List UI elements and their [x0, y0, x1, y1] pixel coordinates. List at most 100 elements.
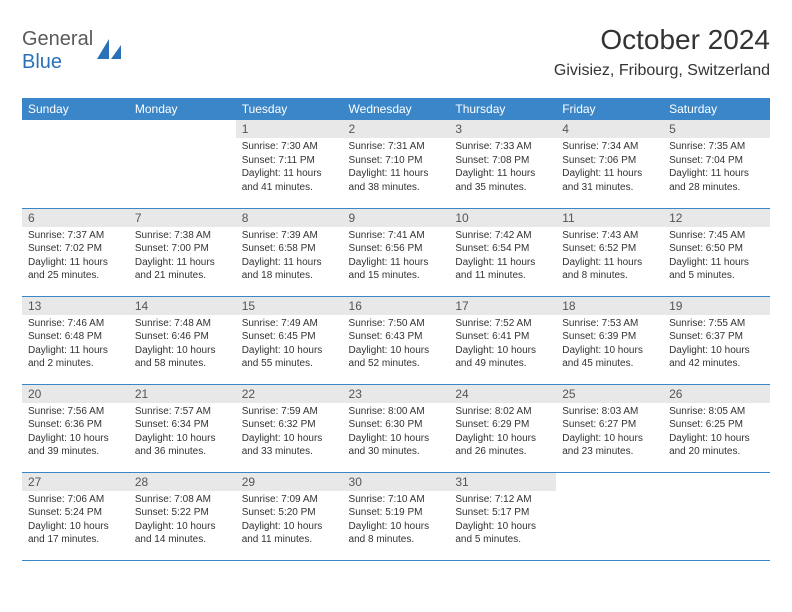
day-number: 15 — [236, 297, 343, 315]
calendar-day-cell: 21Sunrise: 7:57 AMSunset: 6:34 PMDayligh… — [129, 384, 236, 472]
day-number: 24 — [449, 385, 556, 403]
calendar-empty-cell — [663, 472, 770, 560]
day-header: Tuesday — [236, 98, 343, 120]
calendar-day-cell: 7Sunrise: 7:38 AMSunset: 7:00 PMDaylight… — [129, 208, 236, 296]
day-details: Sunrise: 7:50 AMSunset: 6:43 PMDaylight:… — [343, 315, 450, 375]
day-details: Sunrise: 7:59 AMSunset: 6:32 PMDaylight:… — [236, 403, 343, 463]
day-details: Sunrise: 7:48 AMSunset: 6:46 PMDaylight:… — [129, 315, 236, 375]
calendar-day-cell: 9Sunrise: 7:41 AMSunset: 6:56 PMDaylight… — [343, 208, 450, 296]
day-number: 28 — [129, 473, 236, 491]
calendar-day-cell: 12Sunrise: 7:45 AMSunset: 6:50 PMDayligh… — [663, 208, 770, 296]
calendar-day-cell: 29Sunrise: 7:09 AMSunset: 5:20 PMDayligh… — [236, 472, 343, 560]
day-details: Sunrise: 7:37 AMSunset: 7:02 PMDaylight:… — [22, 227, 129, 287]
day-number: 29 — [236, 473, 343, 491]
day-details: Sunrise: 7:42 AMSunset: 6:54 PMDaylight:… — [449, 227, 556, 287]
day-number: 3 — [449, 120, 556, 138]
day-number: 25 — [556, 385, 663, 403]
calendar-week-row: 13Sunrise: 7:46 AMSunset: 6:48 PMDayligh… — [22, 296, 770, 384]
day-number: 31 — [449, 473, 556, 491]
day-header: Friday — [556, 98, 663, 120]
day-details: Sunrise: 7:57 AMSunset: 6:34 PMDaylight:… — [129, 403, 236, 463]
day-details: Sunrise: 7:49 AMSunset: 6:45 PMDaylight:… — [236, 315, 343, 375]
location: Givisiez, Fribourg, Switzerland — [554, 62, 770, 80]
calendar-day-cell: 2Sunrise: 7:31 AMSunset: 7:10 PMDaylight… — [343, 120, 450, 208]
day-header: Monday — [129, 98, 236, 120]
day-number: 22 — [236, 385, 343, 403]
calendar-day-cell: 17Sunrise: 7:52 AMSunset: 6:41 PMDayligh… — [449, 296, 556, 384]
day-details: Sunrise: 7:41 AMSunset: 6:56 PMDaylight:… — [343, 227, 450, 287]
day-details: Sunrise: 7:08 AMSunset: 5:22 PMDaylight:… — [129, 491, 236, 551]
day-details: Sunrise: 7:35 AMSunset: 7:04 PMDaylight:… — [663, 138, 770, 198]
day-details: Sunrise: 7:43 AMSunset: 6:52 PMDaylight:… — [556, 227, 663, 287]
day-details: Sunrise: 8:05 AMSunset: 6:25 PMDaylight:… — [663, 403, 770, 463]
month-title: October 2024 — [554, 24, 770, 56]
logo-word-blue: Blue — [22, 51, 62, 73]
day-details: Sunrise: 7:52 AMSunset: 6:41 PMDaylight:… — [449, 315, 556, 375]
day-number: 4 — [556, 120, 663, 138]
calendar-day-cell: 15Sunrise: 7:49 AMSunset: 6:45 PMDayligh… — [236, 296, 343, 384]
calendar-day-cell: 1Sunrise: 7:30 AMSunset: 7:11 PMDaylight… — [236, 120, 343, 208]
calendar-day-cell: 26Sunrise: 8:05 AMSunset: 6:25 PMDayligh… — [663, 384, 770, 472]
header: General Blue October 2024 Givisiez, Frib… — [22, 24, 770, 80]
day-number: 1 — [236, 120, 343, 138]
day-header: Saturday — [663, 98, 770, 120]
day-header: Thursday — [449, 98, 556, 120]
calendar-day-cell: 27Sunrise: 7:06 AMSunset: 5:24 PMDayligh… — [22, 472, 129, 560]
calendar-header-row: SundayMondayTuesdayWednesdayThursdayFrid… — [22, 98, 770, 120]
day-details: Sunrise: 7:46 AMSunset: 6:48 PMDaylight:… — [22, 315, 129, 375]
day-details: Sunrise: 7:06 AMSunset: 5:24 PMDaylight:… — [22, 491, 129, 551]
logo-sail-icon — [95, 37, 123, 65]
calendar-empty-cell — [556, 472, 663, 560]
day-details: Sunrise: 8:02 AMSunset: 6:29 PMDaylight:… — [449, 403, 556, 463]
day-details: Sunrise: 7:53 AMSunset: 6:39 PMDaylight:… — [556, 315, 663, 375]
calendar-day-cell: 4Sunrise: 7:34 AMSunset: 7:06 PMDaylight… — [556, 120, 663, 208]
calendar-day-cell: 19Sunrise: 7:55 AMSunset: 6:37 PMDayligh… — [663, 296, 770, 384]
calendar-day-cell: 23Sunrise: 8:00 AMSunset: 6:30 PMDayligh… — [343, 384, 450, 472]
calendar-day-cell: 28Sunrise: 7:08 AMSunset: 5:22 PMDayligh… — [129, 472, 236, 560]
day-number: 20 — [22, 385, 129, 403]
title-block: October 2024 Givisiez, Fribourg, Switzer… — [554, 24, 770, 80]
day-details: Sunrise: 7:45 AMSunset: 6:50 PMDaylight:… — [663, 227, 770, 287]
calendar-week-row: 6Sunrise: 7:37 AMSunset: 7:02 PMDaylight… — [22, 208, 770, 296]
day-number: 27 — [22, 473, 129, 491]
day-number: 30 — [343, 473, 450, 491]
day-details: Sunrise: 7:12 AMSunset: 5:17 PMDaylight:… — [449, 491, 556, 551]
day-number: 12 — [663, 209, 770, 227]
calendar-day-cell: 8Sunrise: 7:39 AMSunset: 6:58 PMDaylight… — [236, 208, 343, 296]
day-header: Sunday — [22, 98, 129, 120]
calendar-empty-cell — [129, 120, 236, 208]
calendar-day-cell: 22Sunrise: 7:59 AMSunset: 6:32 PMDayligh… — [236, 384, 343, 472]
day-details: Sunrise: 7:09 AMSunset: 5:20 PMDaylight:… — [236, 491, 343, 551]
day-details: Sunrise: 7:10 AMSunset: 5:19 PMDaylight:… — [343, 491, 450, 551]
calendar-day-cell: 18Sunrise: 7:53 AMSunset: 6:39 PMDayligh… — [556, 296, 663, 384]
day-number: 26 — [663, 385, 770, 403]
calendar-day-cell: 30Sunrise: 7:10 AMSunset: 5:19 PMDayligh… — [343, 472, 450, 560]
logo-word-general: General — [22, 28, 93, 50]
calendar-empty-cell — [22, 120, 129, 208]
day-number: 5 — [663, 120, 770, 138]
calendar-day-cell: 5Sunrise: 7:35 AMSunset: 7:04 PMDaylight… — [663, 120, 770, 208]
day-number: 23 — [343, 385, 450, 403]
calendar-table: SundayMondayTuesdayWednesdayThursdayFrid… — [22, 98, 770, 561]
calendar-day-cell: 10Sunrise: 7:42 AMSunset: 6:54 PMDayligh… — [449, 208, 556, 296]
day-details: Sunrise: 7:56 AMSunset: 6:36 PMDaylight:… — [22, 403, 129, 463]
day-header: Wednesday — [343, 98, 450, 120]
calendar-day-cell: 6Sunrise: 7:37 AMSunset: 7:02 PMDaylight… — [22, 208, 129, 296]
calendar-week-row: 20Sunrise: 7:56 AMSunset: 6:36 PMDayligh… — [22, 384, 770, 472]
logo: General Blue — [22, 24, 123, 74]
day-details: Sunrise: 7:30 AMSunset: 7:11 PMDaylight:… — [236, 138, 343, 198]
day-number: 16 — [343, 297, 450, 315]
calendar-week-row: 1Sunrise: 7:30 AMSunset: 7:11 PMDaylight… — [22, 120, 770, 208]
calendar-day-cell: 24Sunrise: 8:02 AMSunset: 6:29 PMDayligh… — [449, 384, 556, 472]
calendar-day-cell: 16Sunrise: 7:50 AMSunset: 6:43 PMDayligh… — [343, 296, 450, 384]
day-number: 14 — [129, 297, 236, 315]
day-number: 18 — [556, 297, 663, 315]
day-number: 13 — [22, 297, 129, 315]
day-number: 10 — [449, 209, 556, 227]
day-number: 17 — [449, 297, 556, 315]
day-details: Sunrise: 7:38 AMSunset: 7:00 PMDaylight:… — [129, 227, 236, 287]
day-number: 19 — [663, 297, 770, 315]
day-number: 2 — [343, 120, 450, 138]
day-number: 7 — [129, 209, 236, 227]
calendar-body: 1Sunrise: 7:30 AMSunset: 7:11 PMDaylight… — [22, 120, 770, 560]
